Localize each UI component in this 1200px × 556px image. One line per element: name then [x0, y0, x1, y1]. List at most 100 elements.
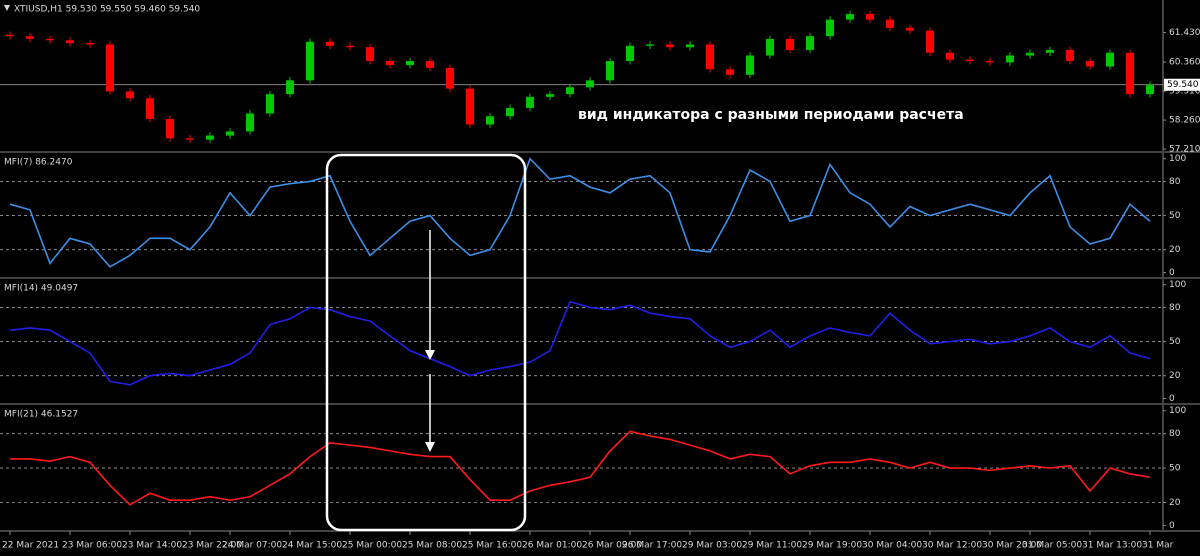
candle-body — [966, 59, 974, 62]
candle-body — [626, 45, 634, 62]
y-tick-label: 80 — [1169, 303, 1181, 313]
x-tick-label: 26 Mar 01:00 — [522, 541, 582, 551]
candle-body — [826, 19, 834, 37]
y-tick-label: 100 — [1169, 280, 1186, 290]
candle-body — [226, 131, 234, 136]
y-tick-label: 59.310 — [1169, 87, 1200, 97]
x-tick-label: 29 Mar 11:00 — [742, 541, 802, 551]
candle-body — [146, 98, 154, 119]
pane-title: MFI(7) 86.2470 — [4, 158, 73, 168]
x-tick-label: 25 Mar 16:00 — [462, 541, 522, 551]
candle-body — [486, 116, 494, 125]
y-tick-label: 58.260 — [1169, 116, 1200, 126]
arrowhead — [425, 350, 435, 360]
pane-title: MFI(21) 46.1527 — [4, 410, 78, 420]
highlight-box — [325, 153, 527, 532]
candle-body — [726, 69, 734, 75]
candle-body — [26, 36, 34, 39]
y-tick-label: 61.430 — [1169, 28, 1200, 38]
y-tick-label: 20 — [1169, 245, 1181, 255]
x-tick-label: 29 Mar 19:00 — [802, 541, 862, 551]
candle-body — [206, 135, 214, 140]
candle-body — [1126, 52, 1134, 95]
candle-body — [866, 14, 874, 20]
symbol-icon — [4, 5, 10, 11]
candle-body — [1086, 61, 1094, 67]
y-tick-label: 0 — [1169, 394, 1175, 404]
candle-body — [706, 44, 714, 70]
x-tick-label: 30 Mar 12:00 — [922, 541, 982, 551]
pane-title: XTIUSD,H1 59.530 59.550 59.460 59.540 — [14, 5, 200, 15]
candle-body — [166, 118, 174, 139]
y-tick-label: 100 — [1169, 154, 1186, 164]
x-tick-label: 31 Mar 13:00 — [1082, 541, 1142, 551]
y-tick-label: 0 — [1169, 268, 1175, 278]
candle-body — [566, 87, 574, 95]
candle-body — [106, 44, 114, 92]
y-tick-label: 80 — [1169, 177, 1181, 187]
pane-title: MFI(14) 49.0497 — [4, 284, 78, 294]
candle-body — [1046, 49, 1054, 53]
candle-body — [406, 61, 414, 66]
candle-body — [186, 138, 194, 140]
candle-body — [66, 40, 74, 44]
x-tick-label: 26 Mar 09:00 — [582, 541, 642, 551]
candle-body — [846, 14, 854, 20]
x-tick-label: 26 Mar 17:00 — [622, 541, 682, 551]
y-tick-label: 50 — [1169, 211, 1181, 221]
x-tick-label: 30 Mar 20:00 — [982, 541, 1042, 551]
candle-body — [86, 43, 94, 45]
x-tick-label: 24 Mar 15:00 — [282, 541, 342, 551]
mfi-line — [10, 430, 1151, 506]
candle-body — [606, 61, 614, 81]
y-tick-label: 100 — [1169, 406, 1186, 416]
candle-body — [746, 55, 754, 75]
candle-body — [546, 94, 554, 97]
candle-body — [6, 34, 14, 37]
candle-body — [1066, 49, 1074, 62]
x-tick-label: 23 Mar 14:00 — [122, 541, 182, 551]
y-tick-label: 80 — [1169, 429, 1181, 439]
candle-body — [906, 27, 914, 31]
candle-body — [426, 61, 434, 68]
candle-body — [326, 41, 334, 46]
x-tick-label: 30 Mar 04:00 — [862, 541, 922, 551]
candle-body — [506, 107, 514, 117]
candle-body — [646, 44, 654, 46]
candle-body — [286, 80, 294, 95]
x-tick-label: 25 Mar 00:00 — [342, 541, 402, 551]
candle-body — [1146, 84, 1154, 95]
y-tick-label: 60.360 — [1169, 58, 1200, 68]
candle-body — [526, 96, 534, 108]
candle-body — [1106, 52, 1114, 67]
candle-body — [346, 45, 354, 48]
candle-body — [1026, 52, 1034, 56]
candle-body — [246, 113, 254, 132]
x-tick-label: 22 Mar 2021 — [2, 541, 59, 551]
candle-body — [786, 38, 794, 50]
x-tick-label: 23 Mar 06:00 — [62, 541, 122, 551]
candle-body — [306, 41, 314, 81]
x-tick-label: 31 Mar — [1142, 541, 1174, 551]
y-tick-label: 50 — [1169, 464, 1181, 474]
y-tick-label: 0 — [1169, 521, 1175, 531]
x-tick-label: 23 Mar 22:00 — [182, 541, 242, 551]
x-tick-label: 24 Mar 07:00 — [222, 541, 282, 551]
arrowhead — [425, 442, 435, 452]
annotation: вид индикатора с разными периодами расче… — [578, 107, 964, 123]
mfi-line — [9, 157, 1151, 268]
x-tick-label: 25 Mar 08:00 — [402, 541, 462, 551]
y-tick-label: 57.210 — [1169, 145, 1200, 155]
candle-body — [766, 38, 774, 56]
x-tick-label: 31 Mar 05:00 — [1022, 541, 1082, 551]
x-tick-label: 29 Mar 03:00 — [682, 541, 742, 551]
candle-body — [466, 88, 474, 125]
candle-body — [1006, 55, 1014, 63]
last-price-label: 59.540 — [1167, 80, 1199, 90]
candle-body — [586, 80, 594, 88]
y-tick-label: 20 — [1169, 498, 1181, 508]
candle-body — [386, 61, 394, 66]
candle-body — [806, 36, 814, 50]
